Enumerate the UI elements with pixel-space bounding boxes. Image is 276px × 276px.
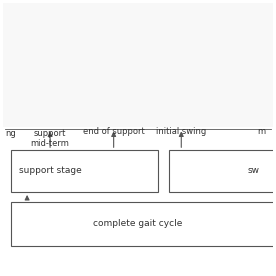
Text: support stage: support stage xyxy=(19,166,82,176)
Bar xyxy=(11,150,158,192)
Text: initial swing: initial swing xyxy=(156,127,206,136)
Text: m: m xyxy=(257,127,265,136)
Bar xyxy=(3,3,273,127)
Text: sw: sw xyxy=(248,166,260,176)
Text: end of support: end of support xyxy=(83,127,145,136)
Bar xyxy=(169,150,276,192)
Text: support
mid-term: support mid-term xyxy=(31,129,70,148)
Text: complete gait cycle: complete gait cycle xyxy=(93,219,183,228)
Bar xyxy=(11,201,276,246)
Text: ng: ng xyxy=(6,129,16,137)
